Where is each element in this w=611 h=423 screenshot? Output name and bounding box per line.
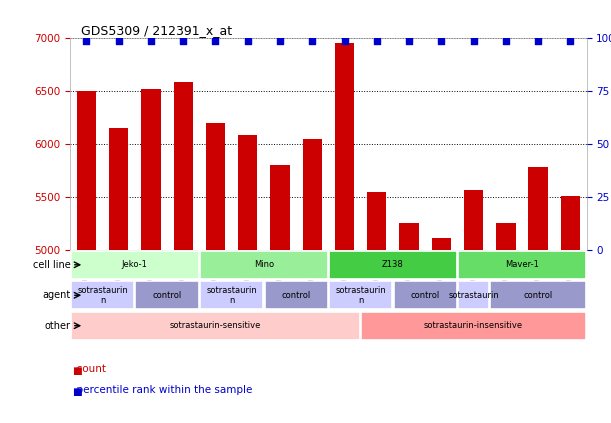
FancyBboxPatch shape xyxy=(71,281,134,309)
Text: agent: agent xyxy=(43,290,71,300)
Point xyxy=(275,37,285,44)
Point xyxy=(340,37,349,44)
Text: count: count xyxy=(70,364,106,374)
FancyBboxPatch shape xyxy=(71,312,360,340)
Point xyxy=(372,37,382,44)
FancyBboxPatch shape xyxy=(200,281,263,309)
FancyBboxPatch shape xyxy=(361,312,586,340)
Text: sotrastaurin: sotrastaurin xyxy=(448,291,499,300)
Text: percentile rank within the sample: percentile rank within the sample xyxy=(70,385,252,395)
Point xyxy=(404,37,414,44)
FancyBboxPatch shape xyxy=(329,281,392,309)
Text: Jeko-1: Jeko-1 xyxy=(122,260,148,269)
Text: sotrastaurin-sensitive: sotrastaurin-sensitive xyxy=(170,321,261,330)
Text: sotrastaurin
n: sotrastaurin n xyxy=(335,286,386,305)
Bar xyxy=(238,135,257,250)
Bar xyxy=(109,128,128,250)
FancyBboxPatch shape xyxy=(200,251,327,279)
FancyBboxPatch shape xyxy=(265,281,327,309)
Bar xyxy=(206,123,225,250)
Text: sotrastaurin-insensitive: sotrastaurin-insensitive xyxy=(424,321,523,330)
Bar xyxy=(141,89,161,250)
Bar xyxy=(77,91,96,250)
FancyBboxPatch shape xyxy=(329,251,457,279)
Bar xyxy=(335,44,354,250)
Point xyxy=(114,37,123,44)
Point xyxy=(533,37,543,44)
Point xyxy=(178,37,188,44)
Point xyxy=(307,37,317,44)
Point xyxy=(211,37,221,44)
Text: GDS5309 / 212391_x_at: GDS5309 / 212391_x_at xyxy=(81,24,232,37)
Bar xyxy=(270,165,290,250)
Point xyxy=(501,37,511,44)
Text: cell line: cell line xyxy=(33,260,71,270)
Text: ■: ■ xyxy=(72,387,82,397)
Text: other: other xyxy=(45,321,71,331)
FancyBboxPatch shape xyxy=(458,251,586,279)
Point xyxy=(436,37,446,44)
Text: Maver-1: Maver-1 xyxy=(505,260,539,269)
FancyBboxPatch shape xyxy=(393,281,457,309)
Text: control: control xyxy=(153,291,181,300)
Bar xyxy=(496,223,516,250)
Bar xyxy=(529,167,548,250)
Bar xyxy=(302,139,322,250)
FancyBboxPatch shape xyxy=(491,281,586,309)
Point xyxy=(243,37,252,44)
Text: Mino: Mino xyxy=(254,260,274,269)
Text: control: control xyxy=(411,291,440,300)
Bar xyxy=(367,192,387,250)
Point xyxy=(469,37,478,44)
Bar xyxy=(174,82,193,250)
Point xyxy=(146,37,156,44)
Bar xyxy=(561,196,580,250)
FancyBboxPatch shape xyxy=(71,251,199,279)
Bar xyxy=(400,223,419,250)
FancyBboxPatch shape xyxy=(136,281,199,309)
Text: control: control xyxy=(282,291,311,300)
Bar xyxy=(464,190,483,250)
Bar xyxy=(431,238,451,250)
Text: sotrastaurin
n: sotrastaurin n xyxy=(77,286,128,305)
Point xyxy=(566,37,576,44)
Text: control: control xyxy=(524,291,553,300)
Point xyxy=(81,37,91,44)
Text: ■: ■ xyxy=(72,366,82,376)
Text: sotrastaurin
n: sotrastaurin n xyxy=(207,286,257,305)
Text: Z138: Z138 xyxy=(382,260,404,269)
FancyBboxPatch shape xyxy=(458,281,489,309)
